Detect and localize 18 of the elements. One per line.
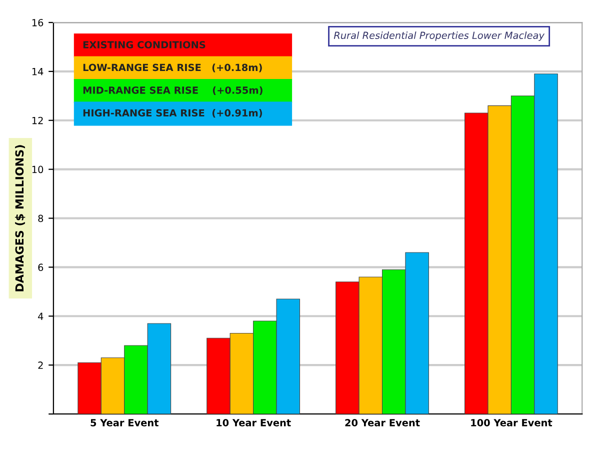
text: LOW-RANGE SEA RISE (+0.18m) [83, 64, 262, 72]
y-tick-label: 14 [32, 68, 44, 76]
y-tick-label: 16 [32, 18, 44, 26]
y-axis-title: DAMAGES ($ MILLIONS) [15, 145, 26, 292]
text: EXISTING CONDITIONS [83, 41, 206, 48]
x-tick-label: 100 Year Event [471, 419, 552, 426]
y-tick-label: 10 [32, 166, 44, 174]
x-tick-label: 5 Year Event [90, 419, 159, 426]
y-tick-label: 6 [38, 264, 44, 272]
text: Rural Residential Properties Lower Macleay [334, 32, 545, 41]
text: HIGH-RANGE SEA RISE (+0.91m) [83, 109, 262, 118]
y-tick-label: 4 [38, 312, 44, 320]
x-tick-label: 10 Year Event [216, 419, 291, 426]
y-tick-label: 2 [38, 362, 43, 369]
y-tick-label: 8 [38, 214, 44, 222]
text: MID-RANGE SEA RISE (+0.55m) [83, 86, 262, 95]
x-tick-label: 20 Year Event [345, 419, 420, 426]
y-tick-label: 12 [32, 116, 43, 124]
